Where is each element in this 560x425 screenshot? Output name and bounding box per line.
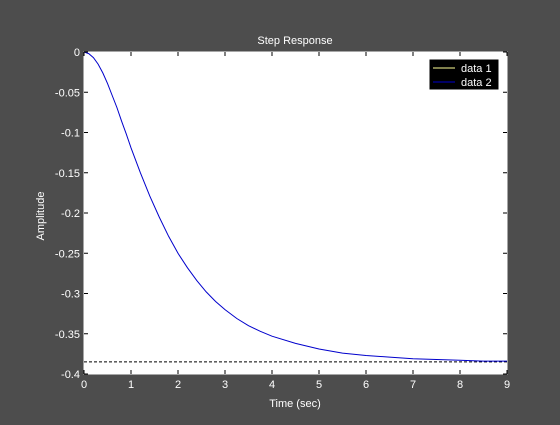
legend-label-data-2: data 2 (461, 77, 492, 89)
y-tick-label: -0.1 (61, 128, 80, 140)
x-tick-label: 0 (81, 379, 87, 391)
x-tick-label: 7 (410, 379, 416, 391)
y-tick-label: 0 (74, 47, 80, 59)
x-tick-label: 6 (363, 379, 369, 391)
y-tick-label: -0.35 (55, 329, 80, 341)
chart-title: Step Response (257, 35, 332, 47)
series-line-data-2 (83, 51, 507, 362)
y-tick-label: -0.15 (55, 168, 80, 180)
plot-area (83, 51, 508, 375)
x-tick-label: 5 (316, 379, 322, 391)
y-tick-label: -0.4 (61, 369, 80, 381)
legend-box (428, 58, 500, 91)
tick-layer: 0 1 2 3 4 5 6 7 8 9 0 -0.05 -0.1 -0.15 -0.2 -0.25 -0.3 -0… (55, 47, 510, 391)
y-tick-label: -0.25 (55, 248, 80, 260)
x-axis-label: Time (sec) (269, 398, 321, 410)
y-axis-label: Amplitude (35, 192, 47, 241)
series-layer (83, 51, 507, 363)
x-tick-label: 1 (128, 379, 134, 391)
x-tick-label: 4 (269, 379, 275, 391)
y-tick-label: -0.05 (55, 87, 80, 99)
x-tick-label: 8 (457, 379, 463, 391)
y-tick-label: -0.3 (61, 289, 80, 301)
legend-label-data-1: data 1 (461, 63, 492, 75)
x-tick-label: 2 (175, 379, 181, 391)
y-tick-label: -0.2 (61, 208, 80, 220)
x-tick-label: 3 (222, 379, 228, 391)
x-tick-label: 9 (504, 379, 510, 391)
legend: data 1 data 2 (428, 58, 500, 91)
